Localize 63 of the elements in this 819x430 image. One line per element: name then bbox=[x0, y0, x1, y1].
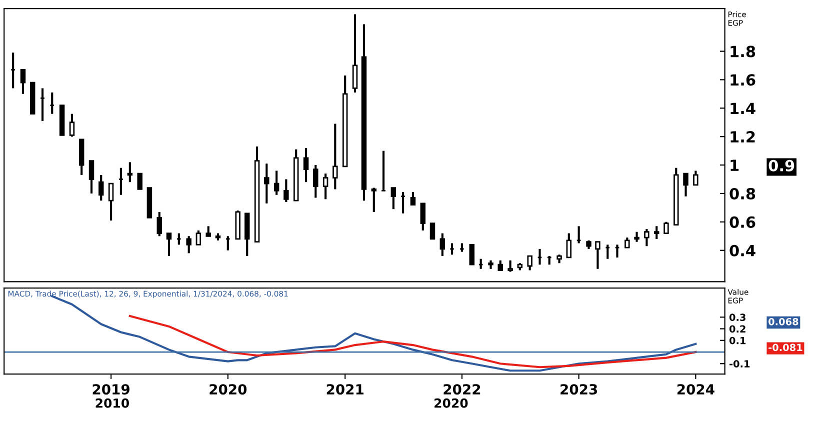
text: 0.068 bbox=[768, 318, 798, 326]
candlestick bbox=[624, 236, 630, 249]
candlestick bbox=[196, 229, 202, 246]
candlestick bbox=[420, 202, 426, 232]
candlestick bbox=[303, 146, 309, 184]
candlestick bbox=[654, 225, 660, 240]
text: 2010 bbox=[96, 398, 129, 408]
candlestick bbox=[264, 162, 270, 204]
candlestick bbox=[664, 220, 669, 234]
text: 0.9 bbox=[768, 160, 794, 172]
candlestick bbox=[137, 172, 142, 190]
y-tick-label: 0.2 bbox=[729, 325, 746, 333]
candlestick bbox=[127, 161, 133, 184]
line-series bbox=[128, 314, 697, 368]
candlestick bbox=[527, 255, 532, 272]
candlestick bbox=[322, 172, 328, 200]
candlestick bbox=[313, 164, 318, 199]
candlestick bbox=[693, 170, 698, 186]
candlestick bbox=[595, 240, 600, 270]
y-tick-label: 1 bbox=[730, 160, 739, 171]
candlestick bbox=[274, 170, 280, 196]
y-tick-label: 0.3 bbox=[729, 314, 746, 321]
text: 2020 bbox=[434, 398, 468, 408]
y-tick-label: -0.1 bbox=[730, 360, 750, 368]
candlestick bbox=[683, 172, 688, 198]
text: -0.081 bbox=[768, 344, 802, 352]
y-tick-label: 1.2 bbox=[730, 131, 755, 142]
candlestick bbox=[469, 244, 474, 266]
candlestick bbox=[206, 225, 211, 238]
x-tick-label: 2021 bbox=[326, 384, 364, 395]
candlestick bbox=[566, 232, 572, 259]
candlestick bbox=[88, 160, 94, 195]
candlestick bbox=[410, 191, 416, 206]
x-tick-label: 2024 bbox=[677, 384, 714, 395]
candlestick bbox=[508, 259, 513, 273]
x-tick-label: 2020 bbox=[210, 384, 247, 395]
candlestick bbox=[371, 186, 377, 214]
y-tick-label: 0.1 bbox=[729, 336, 746, 344]
y-tick-label: 0.8 bbox=[730, 188, 756, 200]
x-tick-label: 2022 bbox=[444, 384, 480, 395]
candlestick bbox=[498, 259, 503, 272]
candlestick bbox=[644, 228, 650, 248]
x-tick-label: 2023 bbox=[560, 384, 598, 395]
candlestick bbox=[98, 174, 104, 202]
candlestick bbox=[69, 112, 75, 138]
y-tick-label: 0.4 bbox=[730, 244, 756, 256]
candlestick bbox=[430, 222, 436, 240]
candlestick bbox=[332, 122, 338, 190]
candlestick bbox=[352, 13, 358, 94]
y-tick-label: 1.8 bbox=[730, 46, 756, 58]
candlestick bbox=[186, 235, 192, 254]
candlestick bbox=[20, 68, 26, 95]
candlestick bbox=[390, 186, 396, 210]
x-tick-label: 2019 bbox=[92, 384, 130, 395]
candlestick bbox=[108, 182, 114, 222]
candlestick bbox=[440, 232, 446, 258]
y-tick-label: 1.4 bbox=[730, 102, 756, 114]
y-tick-label: 0.6 bbox=[730, 216, 756, 228]
y-tick-label: 1.6 bbox=[730, 74, 756, 86]
candlestick bbox=[166, 232, 172, 258]
candlestick bbox=[634, 230, 640, 243]
candlestick bbox=[156, 210, 162, 238]
candlestick bbox=[284, 178, 289, 204]
